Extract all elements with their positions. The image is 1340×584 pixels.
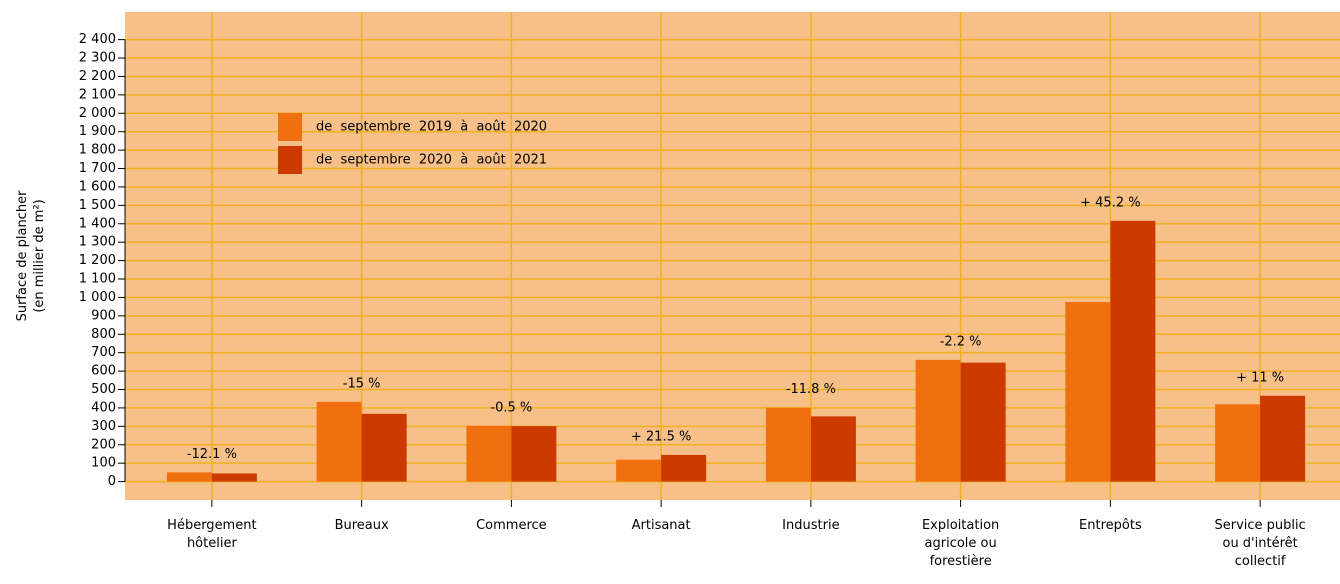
x-tick-label-line: Hébergement bbox=[167, 518, 256, 533]
bar bbox=[810, 416, 856, 482]
y-tick-label: 2 200 bbox=[79, 69, 116, 84]
annotation: + 45.2 % bbox=[1080, 195, 1140, 210]
legend-label: de septembre 2020 à août 2021 bbox=[316, 153, 547, 168]
y-tick-label: 0 bbox=[108, 474, 116, 489]
bar bbox=[466, 425, 512, 482]
y-tick-label: 500 bbox=[91, 382, 116, 397]
legend-label: de septembre 2019 à août 2020 bbox=[316, 120, 547, 135]
y-axis-label-line: (en millier de m²) bbox=[32, 199, 47, 312]
y-axis-label-line: Surface de plancher bbox=[15, 190, 30, 321]
x-tick-label-line: Bureaux bbox=[335, 518, 389, 533]
bar bbox=[616, 459, 662, 482]
bar bbox=[511, 426, 557, 482]
x-tick-label-line: Artisanat bbox=[632, 518, 691, 533]
bar bbox=[316, 401, 362, 482]
y-tick-label: 2 400 bbox=[79, 32, 116, 47]
x-tick-label: Service public ou d'intérêt collectif bbox=[1214, 518, 1305, 569]
y-tick-label: 1 700 bbox=[79, 161, 116, 176]
y-tick-label: 400 bbox=[91, 400, 116, 415]
y-tick-label: 700 bbox=[91, 345, 116, 360]
x-tick-label-line: Service public bbox=[1214, 518, 1305, 533]
y-tick-label: 800 bbox=[91, 327, 116, 342]
x-tick-label: Exploitation agricole ou forestière bbox=[922, 518, 999, 569]
y-tick-label: 200 bbox=[91, 437, 116, 452]
y-tick-label: 1 200 bbox=[79, 253, 116, 268]
x-tick-label: Artisanat bbox=[632, 518, 691, 533]
y-tick-label: 1 600 bbox=[79, 179, 116, 194]
bar bbox=[1215, 404, 1261, 482]
y-tick-label: 2 300 bbox=[79, 51, 116, 66]
bar bbox=[661, 454, 707, 482]
x-tick-label: Bureaux bbox=[335, 518, 389, 533]
x-tick-label-line: Commerce bbox=[476, 518, 547, 533]
bar bbox=[915, 359, 961, 482]
y-tick-label: 100 bbox=[91, 456, 116, 471]
x-tick-label: Entrepôts bbox=[1079, 518, 1142, 533]
y-tick-label: 900 bbox=[91, 308, 116, 323]
annotation: + 11 % bbox=[1236, 370, 1284, 385]
x-tick-label-line: ou d'intérêt bbox=[1222, 536, 1297, 551]
y-tick-label: 1 900 bbox=[79, 124, 116, 139]
y-tick-label: 1 100 bbox=[79, 272, 116, 287]
y-tick-label: 2 100 bbox=[79, 87, 116, 102]
annotation: -15 % bbox=[343, 376, 381, 391]
annotation: + 21.5 % bbox=[631, 429, 691, 444]
y-tick-label: 1 000 bbox=[79, 290, 116, 305]
annotation: -11.8 % bbox=[786, 382, 836, 397]
y-tick-label: 1 500 bbox=[79, 198, 116, 213]
x-tick-label: Commerce bbox=[476, 518, 547, 533]
y-tick-label: 600 bbox=[91, 364, 116, 379]
bar bbox=[960, 362, 1006, 482]
bar bbox=[1065, 302, 1111, 482]
x-tick-label-line: agricole ou bbox=[925, 536, 997, 551]
x-tick-label-line: collectif bbox=[1235, 554, 1286, 569]
bar bbox=[1110, 220, 1156, 482]
y-tick-label: 300 bbox=[91, 419, 116, 434]
annotation: -0.5 % bbox=[490, 400, 532, 415]
annotation: -2.2 % bbox=[940, 334, 982, 349]
y-tick-label: 1 800 bbox=[79, 143, 116, 158]
annotation: -12.1 % bbox=[187, 447, 237, 462]
x-tick-label-line: hôtelier bbox=[187, 536, 238, 551]
x-tick-label-line: Industrie bbox=[782, 518, 839, 533]
bar bbox=[361, 413, 407, 482]
x-tick-label: Hébergement hôtelier bbox=[167, 518, 256, 551]
bar bbox=[166, 472, 212, 482]
y-tick-label: 1 300 bbox=[79, 235, 116, 250]
x-tick-label-line: Entrepôts bbox=[1079, 518, 1142, 533]
x-tick-label: Industrie bbox=[782, 518, 839, 533]
legend-swatch bbox=[278, 146, 302, 174]
y-tick-label: 1 400 bbox=[79, 216, 116, 231]
x-tick-label-line: forestière bbox=[930, 554, 992, 569]
bar bbox=[1260, 395, 1306, 482]
bar bbox=[211, 473, 257, 482]
y-axis-label: Surface de plancher (en millier de m²) bbox=[15, 190, 47, 321]
y-tick-label: 2 000 bbox=[79, 106, 116, 121]
legend-swatch bbox=[278, 113, 302, 141]
x-tick-label-line: Exploitation bbox=[922, 518, 999, 533]
bar bbox=[765, 407, 811, 482]
